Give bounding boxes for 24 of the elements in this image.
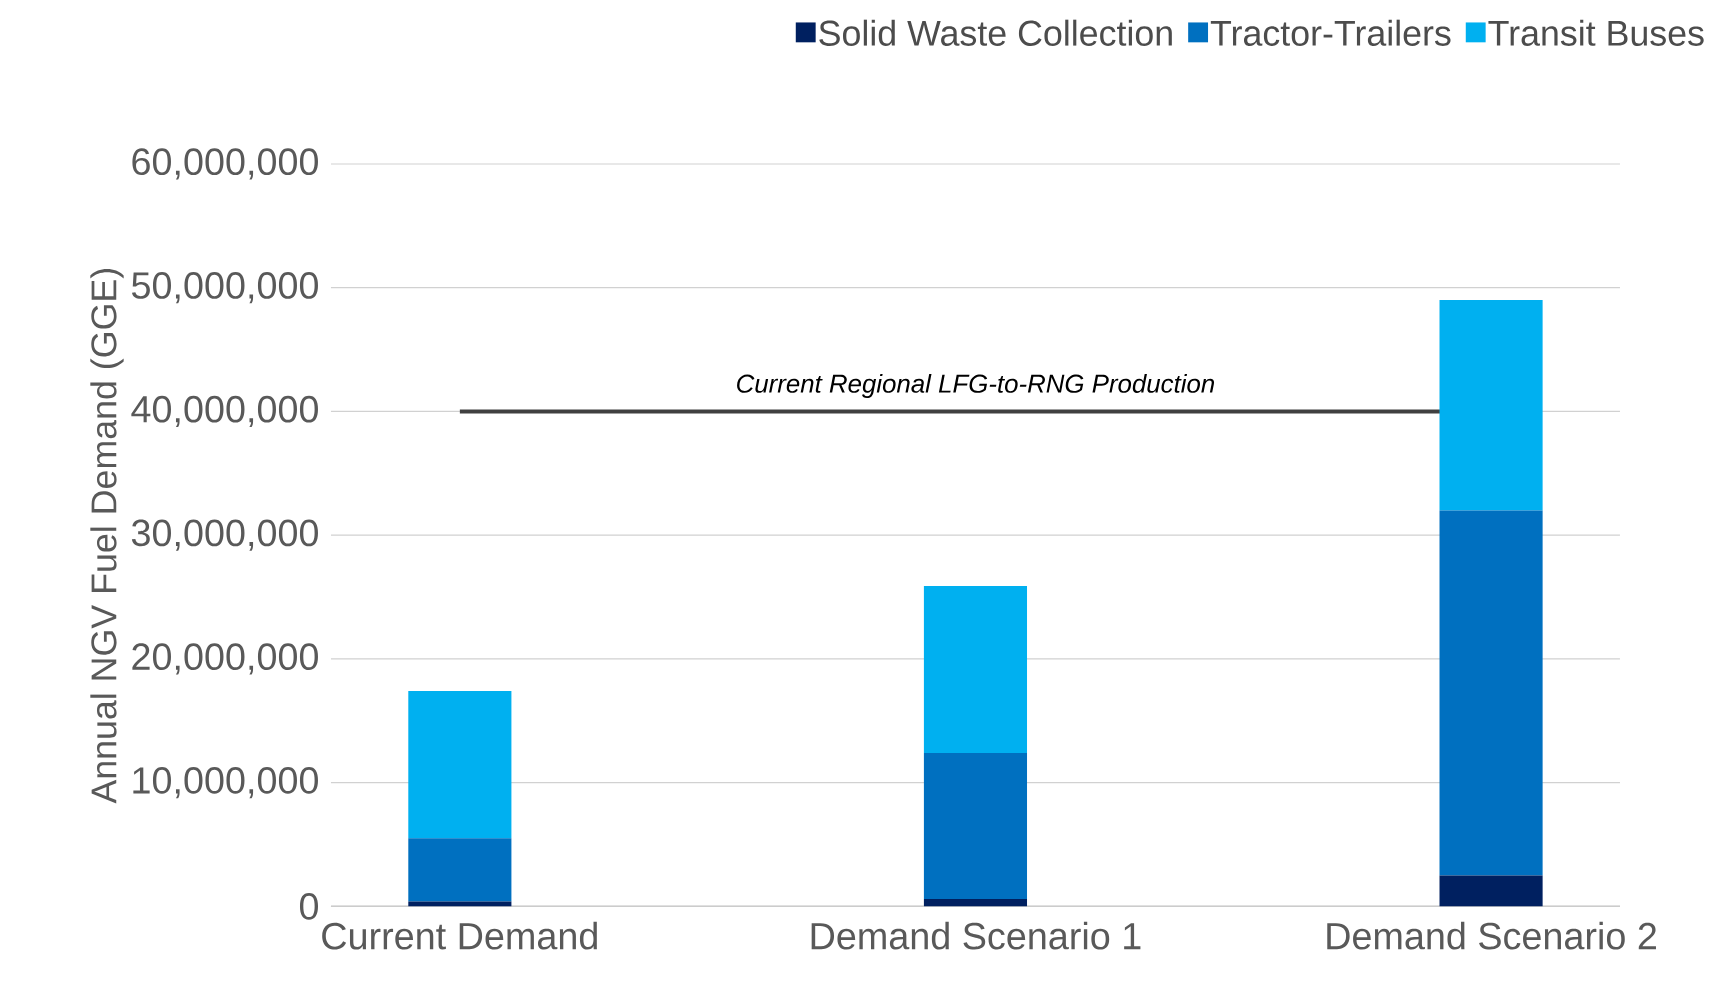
x-tick-label: Demand Scenario 2 (1327, 921, 1656, 950)
legend-label: Solid Waste Collection (819, 19, 1172, 46)
bar (923, 898, 1028, 907)
x-tick-label: Demand Scenario 1 (811, 921, 1141, 950)
y-tick-label: 10,000,000 (133, 767, 318, 799)
bar (1439, 300, 1543, 511)
bar (408, 901, 512, 907)
ref-line-label: Current Regional LFG-to-RNG Production (737, 373, 1215, 399)
bar (923, 585, 1028, 753)
y-tick-label: 40,000,000 (131, 395, 318, 428)
y-tick-label: 0 (299, 893, 319, 920)
bar (923, 752, 1028, 899)
y-tick-label: 20,000,000 (132, 643, 318, 675)
legend-label: Tractor-Trailers (1210, 19, 1451, 46)
bar (408, 838, 512, 902)
y-tick-label: 60,000,000 (132, 148, 318, 180)
bar (1439, 510, 1543, 876)
x-tick-label: Current Demand (322, 921, 597, 950)
legend-label: Transit Buses (1488, 19, 1704, 46)
bar (408, 691, 512, 839)
y-tick-label: 50,000,000 (131, 272, 318, 304)
bar (1439, 875, 1543, 907)
y-tick-label: 30,000,000 (131, 519, 318, 551)
y-axis-title: Annual NGV Fuel Demand (GGE) (90, 269, 124, 804)
